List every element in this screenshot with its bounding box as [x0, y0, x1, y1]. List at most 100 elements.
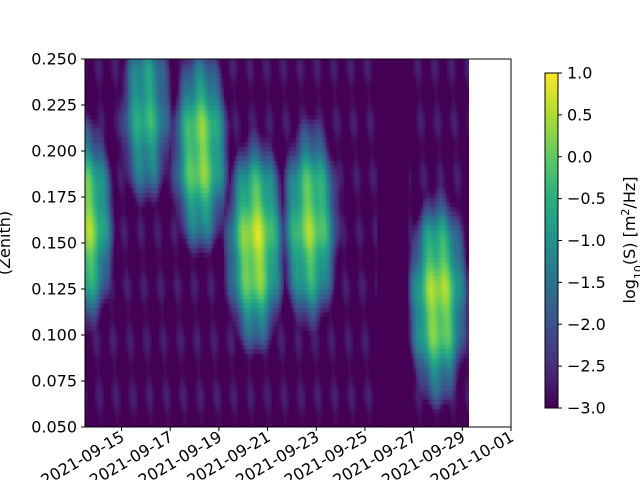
- heatmap-cell: [173, 330, 177, 336]
- heatmap-cell: [180, 252, 184, 258]
- heatmap-cell: [161, 339, 165, 345]
- heatmap-cell: [166, 330, 170, 336]
- heatmap-cell: [96, 220, 100, 226]
- heatmap-cell: [185, 316, 189, 322]
- heatmap-cell: [118, 132, 122, 138]
- heatmap-cell: [188, 261, 192, 267]
- heatmap-cell: [185, 224, 189, 230]
- heatmap-cell: [128, 141, 132, 147]
- heatmap-cell: [171, 146, 175, 152]
- heatmap-cell: [166, 307, 170, 313]
- heatmap-cell: [106, 394, 110, 400]
- heatmap-cell: [178, 109, 182, 115]
- heatmap-cell: [154, 381, 158, 387]
- heatmap-cell: [108, 256, 112, 262]
- heatmap-cell: [166, 289, 170, 295]
- heatmap-cell: [101, 169, 105, 175]
- heatmap-cell: [96, 192, 100, 198]
- heatmap-cell: [99, 229, 103, 235]
- heatmap-cell: [183, 307, 187, 313]
- heatmap-cell: [106, 243, 110, 249]
- heatmap-cell: [188, 266, 192, 272]
- heatmap-cell: [130, 353, 134, 359]
- heatmap-cell: [111, 206, 115, 212]
- heatmap-cell: [161, 233, 165, 239]
- heatmap-cell: [166, 348, 170, 354]
- heatmap-cell: [183, 137, 187, 143]
- heatmap-cell: [87, 178, 91, 184]
- heatmap-cell: [132, 201, 136, 207]
- heatmap-cell: [111, 243, 115, 249]
- heatmap-cell: [144, 63, 148, 69]
- heatmap-cell: [140, 256, 144, 262]
- heatmap-cell: [152, 68, 156, 74]
- heatmap-cell: [104, 307, 108, 313]
- heatmap-cell: [111, 59, 115, 65]
- heatmap-cell: [104, 289, 108, 295]
- heatmap-cell: [147, 201, 151, 207]
- heatmap-cell: [152, 284, 156, 290]
- heatmap-cell: [140, 169, 144, 175]
- heatmap-cell: [173, 371, 177, 377]
- heatmap-cell: [94, 284, 98, 290]
- heatmap-cell: [142, 137, 146, 143]
- heatmap-cell: [156, 201, 160, 207]
- heatmap-cell: [166, 109, 170, 115]
- heatmap-cell: [178, 247, 182, 253]
- heatmap-cell: [99, 72, 103, 78]
- heatmap-cell: [180, 169, 184, 175]
- heatmap-cell: [140, 344, 144, 350]
- heatmap-cell: [118, 137, 122, 143]
- heatmap-cell: [120, 68, 124, 74]
- heatmap-cell: [118, 141, 122, 147]
- heatmap-cell: [108, 206, 112, 212]
- heatmap-cell: [183, 77, 187, 83]
- heatmap-cell: [149, 137, 153, 143]
- heatmap-cell: [94, 123, 98, 129]
- heatmap-cell: [106, 109, 110, 115]
- heatmap-cell: [164, 141, 168, 147]
- heatmap-cell: [144, 339, 148, 345]
- heatmap-cell: [101, 266, 105, 272]
- heatmap-cell: [176, 422, 180, 427]
- heatmap-cell: [132, 95, 136, 101]
- heatmap-cell: [159, 381, 163, 387]
- heatmap-cell: [168, 371, 172, 377]
- heatmap-cell: [85, 183, 88, 189]
- heatmap-cell: [173, 367, 177, 373]
- heatmap-cell: [152, 238, 156, 244]
- heatmap-cell: [101, 86, 105, 92]
- heatmap-cell: [94, 105, 98, 111]
- heatmap-cell: [178, 302, 182, 308]
- heatmap-cell: [137, 353, 141, 359]
- heatmap-cell: [137, 132, 141, 138]
- heatmap-cell: [85, 178, 88, 184]
- heatmap-cell: [130, 183, 134, 189]
- heatmap-cell: [116, 215, 120, 221]
- heatmap-cell: [188, 192, 192, 198]
- heatmap-cell: [118, 422, 122, 427]
- heatmap-cell: [142, 215, 146, 221]
- heatmap-cell: [185, 404, 189, 410]
- heatmap-cell: [130, 417, 134, 423]
- heatmap-cell: [178, 187, 182, 193]
- heatmap-cell: [87, 275, 91, 281]
- heatmap-cell: [130, 197, 134, 203]
- heatmap-cell: [147, 344, 151, 350]
- heatmap-cell: [128, 68, 132, 74]
- heatmap-cell: [85, 358, 88, 364]
- heatmap-cell: [92, 289, 96, 295]
- heatmap-cell: [128, 155, 132, 161]
- heatmap-cell: [92, 86, 96, 92]
- heatmap-cell: [173, 160, 177, 166]
- heatmap-cell: [94, 293, 98, 299]
- heatmap-cell: [152, 91, 156, 97]
- heatmap-cell: [94, 201, 98, 207]
- heatmap-cell: [118, 233, 122, 239]
- heatmap-cell: [94, 169, 98, 175]
- heatmap-cell: [137, 220, 141, 226]
- heatmap-cell: [161, 151, 165, 157]
- heatmap-cell: [92, 206, 96, 212]
- heatmap-cell: [108, 187, 112, 193]
- heatmap-cell: [104, 114, 108, 120]
